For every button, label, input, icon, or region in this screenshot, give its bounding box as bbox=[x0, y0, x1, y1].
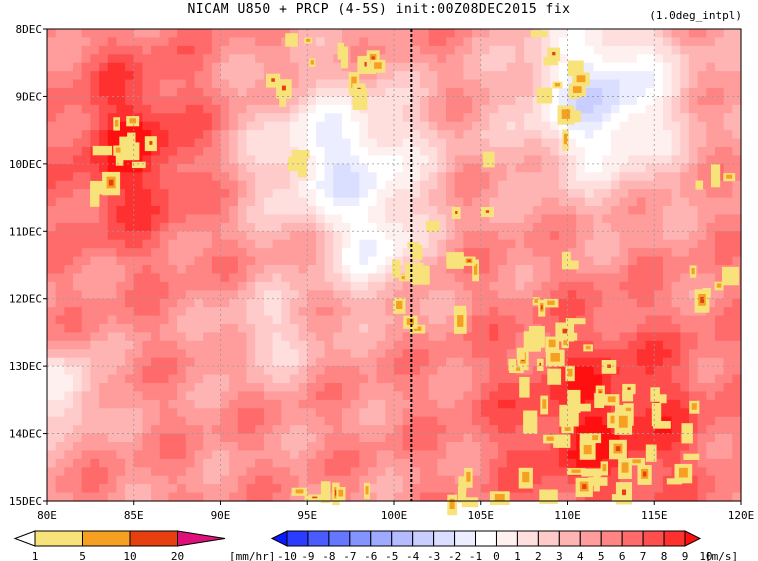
wind-swatch bbox=[328, 530, 351, 547]
wind-unit-label: [m/s] bbox=[705, 550, 738, 561]
x-tick-label: 120E bbox=[728, 509, 755, 522]
precip-swatch bbox=[129, 530, 178, 547]
wind-swatch bbox=[579, 530, 602, 547]
wind-colorbar-label: 3 bbox=[556, 550, 563, 561]
y-tick-label: 13DEC bbox=[9, 360, 42, 373]
precip-swatch bbox=[13, 530, 36, 547]
x-tick-label: 80E bbox=[37, 509, 57, 522]
y-tick-label: 10DEC bbox=[9, 158, 42, 171]
chart-title: NICAM U850 + PRCP (4-5S) init:00Z08DEC20… bbox=[187, 2, 571, 17]
wind-swatch bbox=[516, 530, 539, 547]
wind-colorbar-label: 2 bbox=[535, 550, 542, 561]
x-tick-label: 105E bbox=[468, 509, 495, 522]
y-tick-label: 15DEC bbox=[9, 495, 42, 508]
y-axis: 8DEC 9DEC 10DEC 11DEC 12DEC 13DEC 14DEC 15DEC bbox=[9, 23, 47, 508]
wind-colorbar-label: -1 bbox=[469, 550, 482, 561]
precip-unit-label: [mm/hr] bbox=[229, 550, 275, 561]
precip-colorbar-label: 5 bbox=[79, 550, 86, 561]
wind-swatch bbox=[621, 530, 644, 547]
wind-swatch bbox=[558, 530, 581, 547]
x-tick-label: 115E bbox=[641, 509, 668, 522]
x-tick-label: 100E bbox=[381, 509, 408, 522]
wind-colorbar-label: -3 bbox=[427, 550, 440, 561]
precip-colorbar-label: 20 bbox=[171, 550, 184, 561]
wind-swatch bbox=[495, 530, 518, 547]
wind-swatch bbox=[391, 530, 414, 547]
wind-colorbar-label: 6 bbox=[619, 550, 626, 561]
wind-colorbar-label: 7 bbox=[640, 550, 647, 561]
precip-colorbar: 1 5 10 20 [mm/hr] bbox=[13, 530, 275, 561]
wind-swatch bbox=[663, 530, 686, 547]
wind-colorbar-label: -8 bbox=[322, 550, 335, 561]
wind-colorbar-label: 4 bbox=[577, 550, 584, 561]
y-tick-label: 11DEC bbox=[9, 225, 42, 238]
y-tick-label: 8DEC bbox=[16, 23, 43, 36]
x-axis: 80E 85E 90E 95E 100E 105E 110E 115E 120E bbox=[37, 501, 754, 522]
wind-swatch bbox=[475, 530, 497, 547]
wind-colorbar-label: 5 bbox=[598, 550, 605, 561]
wind-colorbar: -10 -9 -8 -7 -6 -5 -4 -3 -2 -1 0 1 2 3 4 5 6 7 8 9 10[m/s] bbox=[270, 530, 738, 561]
wind-colorbar-label: 8 bbox=[661, 550, 668, 561]
wind-swatch bbox=[286, 530, 309, 547]
wind-swatch bbox=[600, 530, 623, 547]
wind-swatch bbox=[349, 530, 372, 547]
wind-swatch bbox=[537, 530, 560, 547]
wind-swatch bbox=[370, 530, 393, 547]
x-tick-label: 90E bbox=[211, 509, 231, 522]
wind-swatch bbox=[307, 530, 330, 547]
wind-colorbar-label: -7 bbox=[343, 550, 356, 561]
wind-swatch bbox=[454, 530, 477, 547]
wind-colorbar-label: -5 bbox=[385, 550, 398, 561]
precip-layer bbox=[90, 30, 740, 516]
precip-swatch bbox=[82, 530, 131, 547]
wind-colorbar-label: -9 bbox=[301, 550, 314, 561]
wind-swatch bbox=[433, 530, 456, 547]
wind-colorbar-label: -2 bbox=[448, 550, 461, 561]
precip-swatch bbox=[177, 530, 226, 547]
wind-colorbar-label: 0 bbox=[493, 550, 500, 561]
y-tick-label: 12DEC bbox=[9, 293, 42, 306]
chart-subtitle: (1.0deg_intpl) bbox=[649, 9, 742, 22]
grid-lines bbox=[47, 29, 741, 501]
y-tick-label: 14DEC bbox=[9, 428, 42, 441]
precip-swatch bbox=[34, 530, 83, 547]
wind-colorbar-label: -4 bbox=[406, 550, 420, 561]
precip-colorbar-label: 10 bbox=[123, 550, 136, 561]
wind-swatch bbox=[412, 530, 435, 547]
wind-swatch bbox=[270, 530, 288, 547]
x-tick-label: 95E bbox=[297, 509, 317, 522]
y-tick-label: 9DEC bbox=[16, 90, 43, 103]
wind-swatch bbox=[642, 530, 665, 547]
x-tick-label: 110E bbox=[554, 509, 581, 522]
wind-swatch bbox=[684, 530, 702, 547]
wind-colorbar-label: 1 bbox=[514, 550, 521, 561]
wind-colorbar-label: 10 bbox=[699, 550, 712, 561]
x-tick-label: 85E bbox=[124, 509, 144, 522]
wind-colorbar-label: -10 bbox=[277, 550, 297, 561]
wind-colorbar-label: 9 bbox=[682, 550, 689, 561]
field-layer bbox=[47, 29, 742, 502]
precip-colorbar-label: 1 bbox=[32, 550, 39, 561]
wind-colorbar-label: -6 bbox=[364, 550, 377, 561]
